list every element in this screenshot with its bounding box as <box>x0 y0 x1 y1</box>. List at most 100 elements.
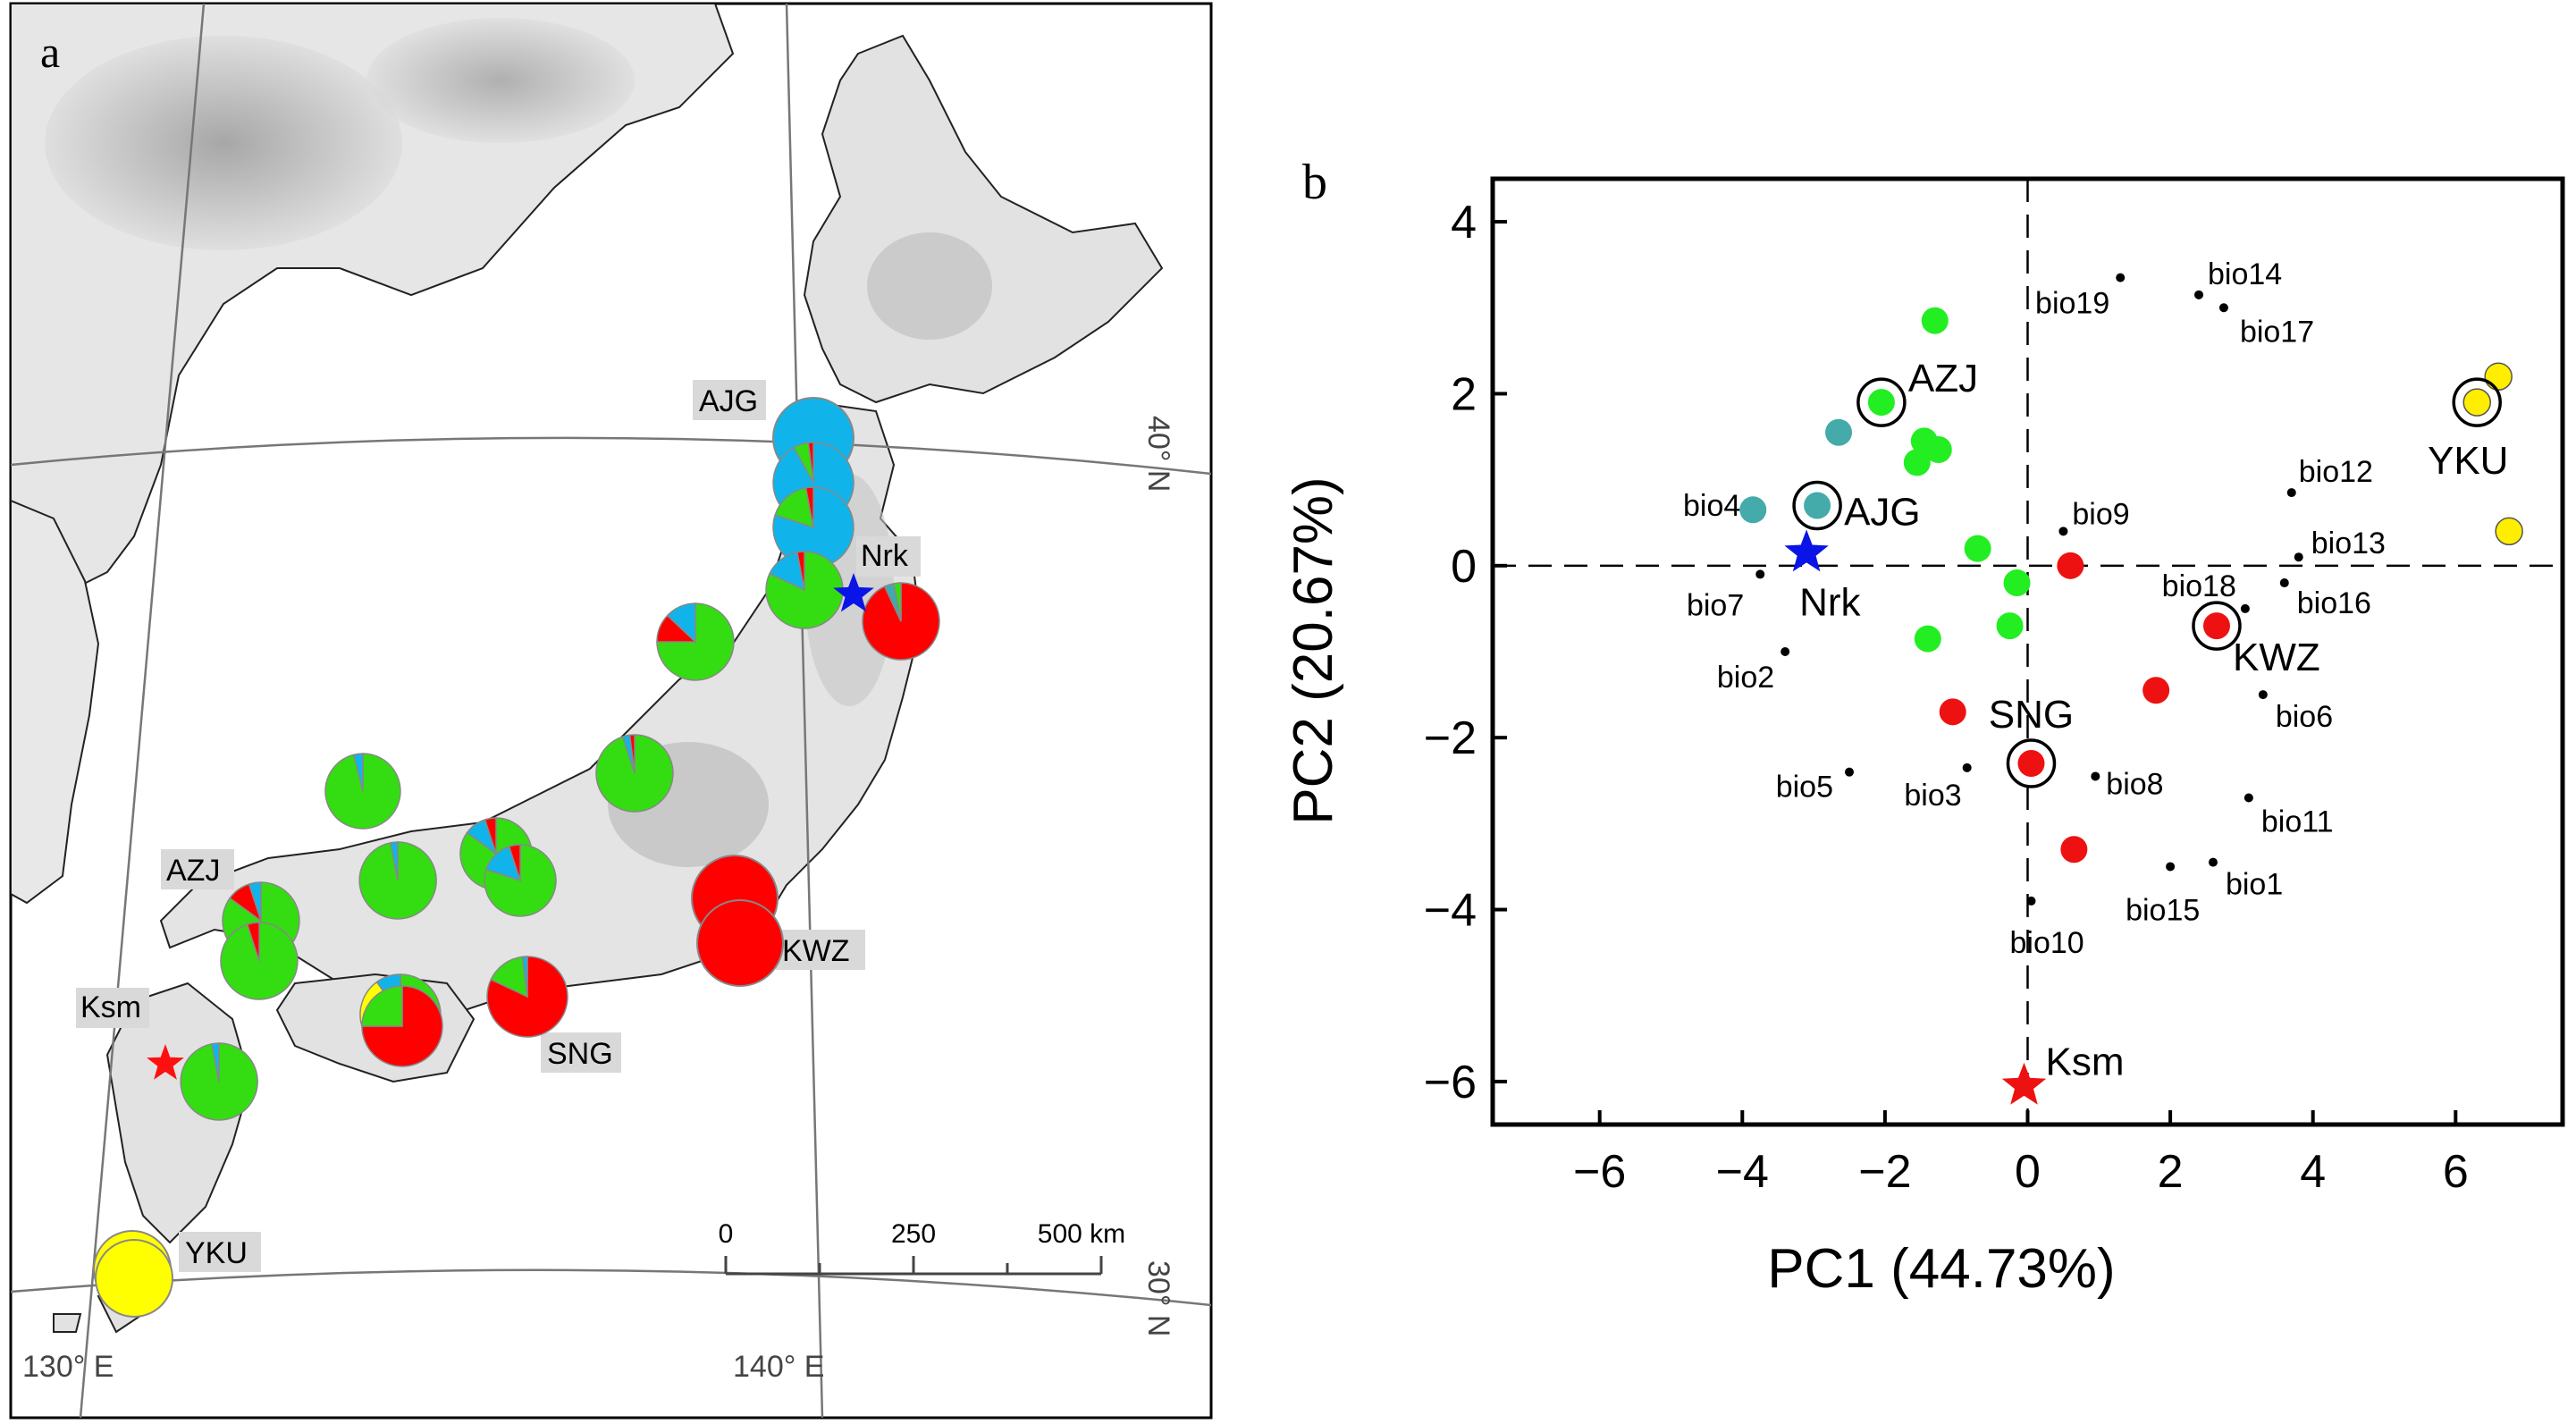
pca-point <box>1921 307 1949 334</box>
pca-point-label: AJG <box>1844 490 1921 534</box>
vector-bio12-dot <box>2286 488 2296 498</box>
vector-bio17-label: bio17 <box>2240 315 2314 349</box>
vector-bio16-label: bio16 <box>2297 586 2371 620</box>
vector-bio8-label: bio8 <box>2106 767 2163 801</box>
x-tick-label: 2 <box>2158 1146 2184 1198</box>
pie-slice <box>490 956 528 998</box>
pie-slice <box>893 582 902 622</box>
svg-text:KWZ: KWZ <box>782 934 850 968</box>
pie-slice <box>521 956 528 998</box>
vector-bio19-dot <box>2116 273 2126 282</box>
hokkaido-relief <box>867 232 992 340</box>
svg-text:AZJ: AZJ <box>166 854 220 888</box>
pie-slice <box>390 841 399 881</box>
pca-panel: b −6 −4 −2 0 2 4 6 −6 −4 −2 0 2 4 bio14 bio19 bio17 bio1… <box>1283 155 2565 1300</box>
y-tick-label: −2 <box>1424 712 1477 764</box>
pie-chugoku-1 <box>324 753 401 830</box>
korea-peninsula <box>11 499 100 905</box>
graticule-lat-40 <box>11 436 1211 476</box>
nrk-star-map: Nrk <box>833 536 921 612</box>
scale-tick-500: 500 km <box>1038 1219 1125 1249</box>
pca-plot-area: −6 −4 −2 0 2 4 6 −6 −4 −2 0 2 4 bio14 bio19 bio17 bio12 b… <box>1424 176 2565 1198</box>
pie-slice <box>804 486 814 528</box>
y-tick-label: 0 <box>1451 541 1477 593</box>
vector-bio7-label: bio7 <box>1687 588 1744 622</box>
pca-star-label: Nrk <box>1799 580 1861 624</box>
pie-kinki-2 <box>484 844 557 917</box>
pca-point <box>1924 435 1952 463</box>
pca-point <box>2060 836 2088 864</box>
pca-point <box>2003 569 2031 597</box>
scale-bar: 0 250 500 km <box>719 1219 1125 1276</box>
scale-tick-0: 0 <box>719 1219 734 1249</box>
pca-point <box>1939 698 1966 726</box>
x-tick-label: 6 <box>2443 1146 2469 1198</box>
vector-bio15-label: bio15 <box>2126 893 2200 927</box>
vector-bio1-dot <box>2208 857 2218 867</box>
pie-slice <box>807 442 814 484</box>
pca-point <box>2142 677 2170 704</box>
graticule-lon-130 <box>79 4 206 1418</box>
pie-slice <box>666 602 696 644</box>
pca-point-sng: SNG <box>1989 693 2074 788</box>
vector-bio19-label: bio19 <box>2035 287 2109 321</box>
vector-bio18-dot <box>2240 603 2250 613</box>
vector-bio10-dot <box>2026 896 2036 906</box>
pca-point <box>1996 612 2024 640</box>
vector-bio5-label: bio5 <box>1776 771 1833 805</box>
lat-30-label: 30° N <box>1141 1260 1175 1336</box>
vector-bio2-label: bio2 <box>1717 661 1774 695</box>
svg-text:Ksm: Ksm <box>80 990 141 1024</box>
x-tick-label: 4 <box>2300 1146 2326 1198</box>
pie-slice <box>248 881 262 922</box>
ksm-star-map: Ksm <box>76 988 184 1080</box>
vector-bio6-label: bio6 <box>2276 700 2333 734</box>
site-label-azj: AZJ <box>161 849 234 889</box>
pie-ajg-3 <box>772 486 854 569</box>
y-tick-label: −6 <box>1424 1057 1477 1108</box>
pca-point <box>2495 517 2523 546</box>
svg-text:AJG: AJG <box>699 384 758 418</box>
graticule-lon-140 <box>785 4 824 1418</box>
mainland-highland-shade <box>366 18 635 143</box>
scale-tick-250: 250 <box>891 1219 936 1249</box>
vector-bio3-dot <box>1962 763 1972 772</box>
vector-bio3-label: bio3 <box>1904 779 1961 813</box>
pie-sado <box>656 602 735 681</box>
pca-star-ksm: Ksm <box>2001 1041 2125 1105</box>
vector-bio6-dot <box>2258 690 2268 700</box>
pie-slice <box>211 1042 220 1083</box>
pie-charts <box>93 397 940 1318</box>
vector-bio11-dot <box>2243 793 2253 803</box>
site-label-kwz: KWZ <box>776 930 865 970</box>
pca-point-kwz: KWZ <box>2192 601 2320 679</box>
pie-kyushu-1 <box>180 1042 258 1121</box>
pie-slice <box>774 486 814 529</box>
panel-b-label: b <box>1302 155 1327 210</box>
pca-point <box>1914 625 1941 653</box>
vector-bio4-label: bio4 <box>1683 489 1740 523</box>
vector-bio13-label: bio13 <box>2311 527 2386 560</box>
pca-star-nrk: Nrk <box>1784 529 1862 624</box>
vector-bio18-label: bio18 <box>2162 569 2236 603</box>
pie-shikoku-2 <box>361 985 443 1067</box>
pie-azj-2 <box>220 922 299 1000</box>
vector-bio14-dot <box>2194 290 2204 299</box>
pie-yku-2 <box>95 1239 173 1318</box>
lon-140-label: 140° E <box>733 1350 824 1384</box>
pie-chugoku-2 <box>358 841 437 920</box>
pie-slice <box>796 551 805 591</box>
y-axis-label: PC2 (20.67%) <box>1283 476 1344 824</box>
vector-bio2-dot <box>1780 647 1790 656</box>
pie-central-1 <box>595 734 674 813</box>
pie-slice <box>508 844 521 881</box>
vector-bio17-dot <box>2218 303 2228 313</box>
pca-point <box>1964 535 1991 562</box>
map-panel: a 40° N 30° N 130° E 140° E 0 250 500 km… <box>9 2 1213 1420</box>
x-tick-label: −4 <box>1716 1146 1769 1198</box>
pie-sng-pie <box>486 956 568 1038</box>
pca-point-label: YKU <box>2428 439 2508 483</box>
vector-bio7-dot <box>1755 569 1765 579</box>
pca-point <box>1903 449 1931 476</box>
svg-text:YKU: YKU <box>185 1236 248 1270</box>
